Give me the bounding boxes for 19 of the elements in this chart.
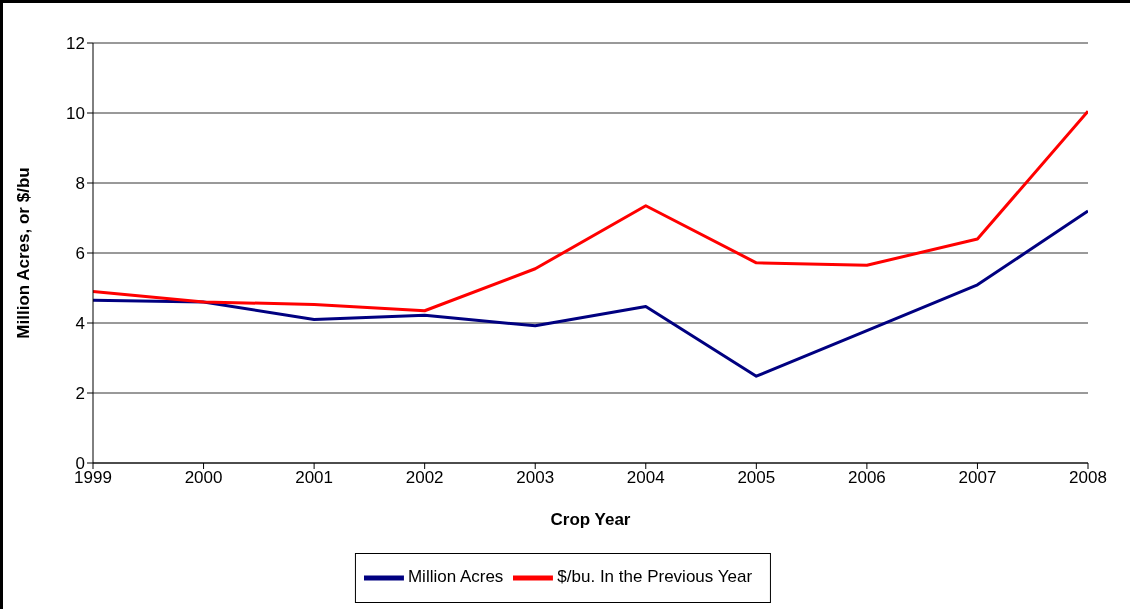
x-tick-label: 2002 [405, 468, 444, 488]
x-tick-label: 2005 [737, 468, 776, 488]
x-tick-label: 2003 [516, 468, 555, 488]
x-tick-label: 2004 [626, 468, 665, 488]
x-axis-title: Crop Year [550, 510, 631, 529]
x-tick-label: 2001 [295, 468, 334, 488]
y-axis-title: Million Acres, or $/bu [14, 167, 34, 339]
legend-label: Million Acres [407, 567, 504, 587]
y-tick-label: 8 [75, 174, 85, 194]
y-tick-label: 4 [75, 314, 85, 334]
y-tick-label: 6 [75, 244, 85, 264]
x-tick-label: 2006 [847, 468, 886, 488]
x-tick-label: 2008 [1069, 468, 1107, 488]
y-tick-label: 2 [75, 384, 85, 404]
legend-label: $/bu. In the Previous Year [557, 567, 753, 587]
y-tick-label: 12 [66, 34, 85, 54]
y-tick-label: 10 [66, 104, 85, 124]
x-tick-label: 2007 [958, 468, 997, 488]
x-tick-label: 2000 [184, 468, 223, 488]
